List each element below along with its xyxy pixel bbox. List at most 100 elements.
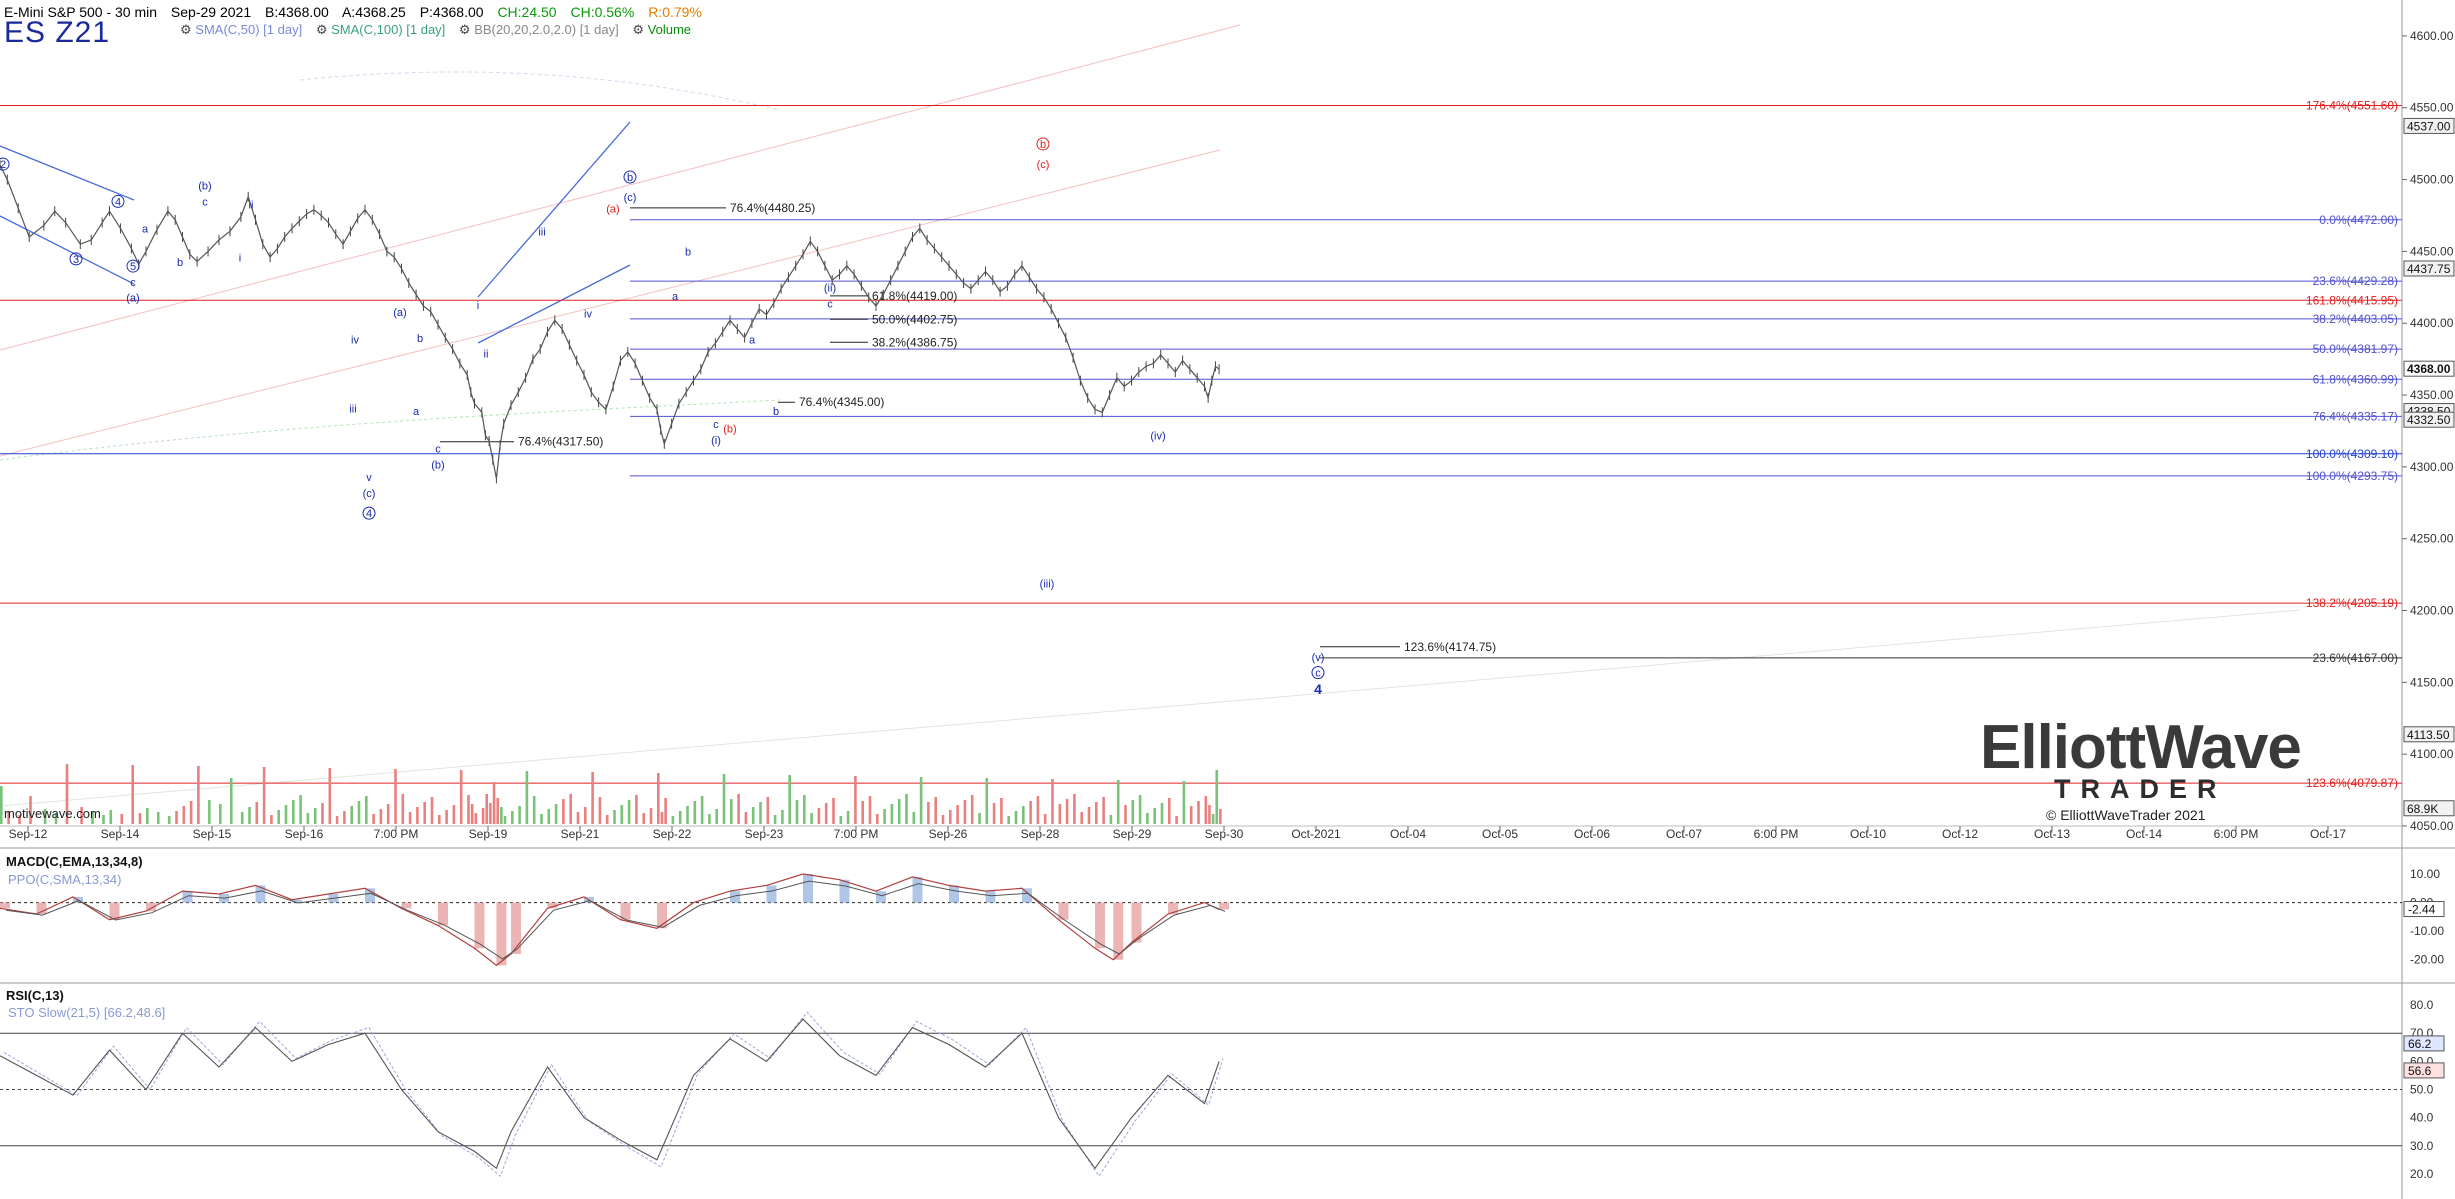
volume-bar — [927, 802, 930, 824]
volume-bar — [109, 810, 113, 824]
wave-label: c — [435, 444, 441, 456]
wave-label: (b) — [431, 459, 444, 471]
x-tick-label: Oct-2021 — [1291, 827, 1341, 841]
price-badge — [2403, 411, 2455, 428]
volume-bar — [919, 777, 923, 824]
wave-label: ii — [249, 199, 254, 211]
volume-bar — [503, 816, 507, 824]
volume-bar — [715, 809, 718, 824]
gear-icon[interactable]: ⚙ — [458, 22, 471, 37]
rsi-label: RSI(C,13) — [6, 988, 64, 1003]
gear-icon[interactable]: ⚙ — [632, 22, 645, 37]
symbol-label: ES Z21 — [4, 16, 111, 49]
volume-bar — [700, 796, 704, 824]
volume-bar — [1073, 794, 1076, 824]
wave-label: 5 — [130, 261, 136, 273]
logo-copyright: © ElliottWaveTrader 2021 — [2046, 807, 2206, 823]
volume-bar — [1080, 812, 1083, 824]
volume-bar — [861, 801, 864, 824]
x-tick-label: Sep-22 — [653, 827, 692, 841]
volume-bar — [737, 794, 740, 824]
study-list: ⚙ SMA(C,50) [1 day] ⚙ SMA(C,100) [1 day]… — [180, 22, 691, 38]
volume-bar — [240, 812, 244, 824]
wave-label: 4 — [115, 196, 121, 208]
volume-bar — [500, 807, 503, 824]
volume-bar — [1000, 798, 1003, 824]
header-range: R:0.79% — [648, 4, 702, 20]
fib-level-label: 50.0%(4381.97) — [2313, 342, 2398, 356]
wave-label: (ii) — [824, 283, 836, 295]
x-tick-label: Oct-05 — [1482, 827, 1518, 841]
volume-bar — [744, 812, 748, 824]
macd-histogram-bar — [949, 885, 959, 903]
wave-label: (a) — [606, 204, 619, 216]
volume-bar — [1102, 797, 1105, 824]
macd-histogram-bar — [109, 902, 120, 920]
rsi-tick-label: 80.0 — [2410, 998, 2434, 1012]
volume-bar — [817, 808, 821, 824]
macd-histogram-bar — [1131, 902, 1142, 943]
x-tick-label: Sep-26 — [929, 827, 968, 841]
volume-bar — [467, 795, 470, 824]
macd-histogram-bar — [985, 891, 996, 903]
price-line — [0, 164, 1220, 479]
volume-bar — [766, 797, 770, 824]
volume-bar — [182, 806, 186, 824]
price-badge-label: 4437.75 — [2407, 262, 2451, 276]
wave-label: a — [413, 406, 420, 418]
gear-icon[interactable]: ⚙ — [315, 22, 328, 37]
volume-bar — [91, 811, 94, 824]
fib-level-label: 123.6%(4079.87) — [2306, 776, 2398, 790]
short-level-label: 76.4%(4480.25) — [730, 201, 815, 215]
study-bb[interactable]: BB(20,20,2.0,2.0) [1 day] — [474, 22, 619, 37]
wave-label: (iii) — [1040, 579, 1055, 591]
volume-bar — [540, 814, 543, 824]
volume-bar — [1168, 798, 1171, 824]
short-level-label: 61.8%(4419.00) — [872, 289, 957, 303]
macd-histogram-bar — [474, 902, 485, 949]
volume-bar — [1175, 816, 1178, 824]
macd-histogram-bar — [146, 902, 156, 912]
volume-bar — [660, 812, 664, 824]
volume-bar — [905, 794, 908, 824]
fib-level-label: 23.6%(4429.28) — [2313, 274, 2398, 288]
y-tick-label: 4100.00 — [2410, 747, 2454, 761]
wave-label: (a) — [126, 293, 139, 305]
study-volume[interactable]: Volume — [647, 22, 692, 37]
volume-bar — [803, 795, 806, 824]
volume-bar — [1153, 808, 1156, 824]
rsi-tick-label: 40.0 — [2410, 1111, 2434, 1125]
channel-faint — [0, 609, 2301, 807]
x-tick-label: Sep-23 — [745, 827, 784, 841]
fib-level-label: 76.4%(4335.17) — [2313, 409, 2398, 423]
volume-bar — [598, 797, 602, 824]
wave-label: (c) — [624, 192, 637, 204]
volume-bar — [1211, 814, 1215, 824]
volume-bar — [29, 796, 32, 824]
x-tick-label: Oct-14 — [2126, 827, 2162, 841]
volume-bar — [208, 800, 211, 824]
volume-bar — [890, 804, 894, 824]
volume-bar — [321, 803, 324, 824]
study-sma100[interactable]: SMA(C,100) [1 day] — [331, 22, 446, 37]
study-sma50[interactable]: SMA(C,50) [1 day] — [195, 22, 303, 37]
volume-bar — [1160, 803, 1164, 824]
x-tick-label: Oct-12 — [1942, 827, 1978, 841]
volume-bar — [1087, 807, 1091, 824]
gear-icon[interactable]: ⚙ — [180, 22, 192, 37]
macd-histogram-bar — [1022, 888, 1032, 903]
wave-label-circle — [69, 252, 83, 266]
x-tick-label: Sep-29 — [1113, 827, 1152, 841]
volume-bar — [299, 795, 302, 824]
header-price: P:4368.00 — [419, 4, 484, 20]
volume-bar — [576, 812, 580, 824]
x-tick-label: Sep-12 — [9, 827, 48, 841]
volume-bar — [306, 813, 310, 824]
wave-label-circle — [1036, 137, 1050, 151]
x-tick-label: Sep-28 — [1021, 827, 1060, 841]
volume-bar — [854, 776, 857, 824]
wave-label: c — [1315, 668, 1321, 680]
short-level-label: 38.2%(4386.75) — [872, 335, 957, 349]
rsi-line — [0, 1018, 1220, 1170]
